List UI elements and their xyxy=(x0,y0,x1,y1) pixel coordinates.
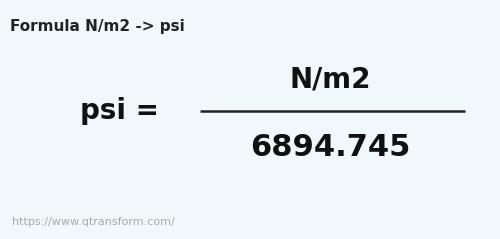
Text: Formula N/m2 -> psi: Formula N/m2 -> psi xyxy=(10,19,185,34)
Text: 6894.745: 6894.745 xyxy=(250,132,410,162)
Text: https://www.qtransform.com/: https://www.qtransform.com/ xyxy=(12,217,175,227)
Text: N/m2: N/m2 xyxy=(289,65,371,93)
Text: psi =: psi = xyxy=(80,97,160,125)
